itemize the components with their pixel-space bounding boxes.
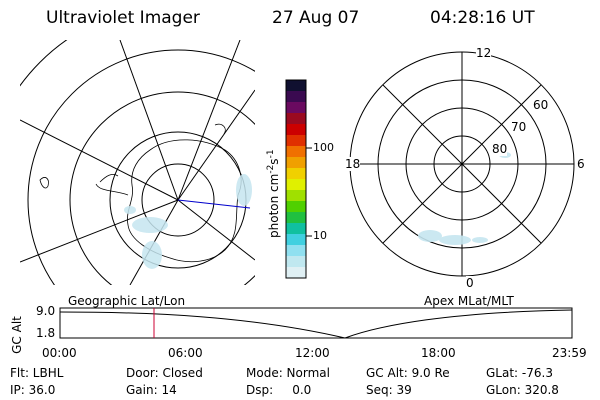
mlt-label-18: 18 [345,157,361,171]
lat-label-60: 60 [533,98,549,112]
colorbar-swatch [286,212,306,224]
altitude-curve [59,309,573,339]
timeline-xtick-1800: 18:00 [421,346,456,360]
colorbar-gradient [286,80,306,279]
lat-circle [141,163,215,237]
colorbar-swatch [286,190,306,202]
colorbar-swatch [286,80,306,92]
colorbar-swatch [286,179,306,191]
colorbar-swatch [286,102,306,114]
date-label: 27 Aug 07 [272,8,360,28]
door-label: Door: Closed [126,366,203,380]
timeline-xtick-2359: 23:59 [552,346,587,360]
colorbar-swatch [286,113,306,125]
timeline-right-title: Apex MLat/MLT [424,294,514,308]
colorbar-swatch [286,146,306,158]
dsp-label: Dsp: 0.0 [246,383,312,397]
colorbar-swatch [286,267,306,279]
colorbar-swatch [286,234,306,246]
colorbar-swatch [286,223,306,235]
lat-circle [27,49,255,285]
instrument-title: Ultraviolet Imager [46,8,200,28]
filter-label: Flt: LBHL [10,366,64,380]
lat-label-80: 80 [492,142,508,156]
glat-label: GLat: -76.3 [486,366,553,380]
colorbar-swatch [286,157,306,169]
timeline-xtick-0000: 00:00 [42,346,77,360]
colorbar-swatch [286,201,306,213]
time-label: 04:28:16 UT [430,8,535,28]
colorbar-tick-100: 100 [313,141,334,154]
colorbar-swatch [286,245,306,257]
mlt-label-12: 12 [476,46,492,60]
mode-label: Mode: Normal [246,366,330,380]
colorbar-swatch [286,124,306,136]
timeline-left-title: Geographic Lat/Lon [68,294,186,308]
timeline-xtick-1200: 12:00 [295,346,330,360]
colorbar-swatch [286,135,306,147]
lat-circle [69,91,255,285]
colorbar-tick-10: 10 [313,229,327,242]
ip-label: IP: 36.0 [10,383,56,397]
lat-label-70: 70 [511,120,527,134]
glon-label: GLon: 320.8 [486,383,559,397]
colorbar-swatch [286,256,306,268]
timeline-xtick-0600: 06:00 [168,346,203,360]
timeline-ytick-top: 9.0 [36,304,56,318]
seq-label: Seq: 39 [366,383,412,397]
timeline-ytick-bottom: 1.8 [36,326,56,340]
mlt-label-0: 0 [466,276,474,290]
colorbar-swatch [286,91,306,103]
gain-label: Gain: 14 [126,383,177,397]
colorbar-swatch [286,168,306,180]
subsolar-line [177,199,251,209]
gc-alt-label: GC Alt: 9.0 Re [366,366,450,380]
mlt-label-6: 6 [577,157,585,171]
